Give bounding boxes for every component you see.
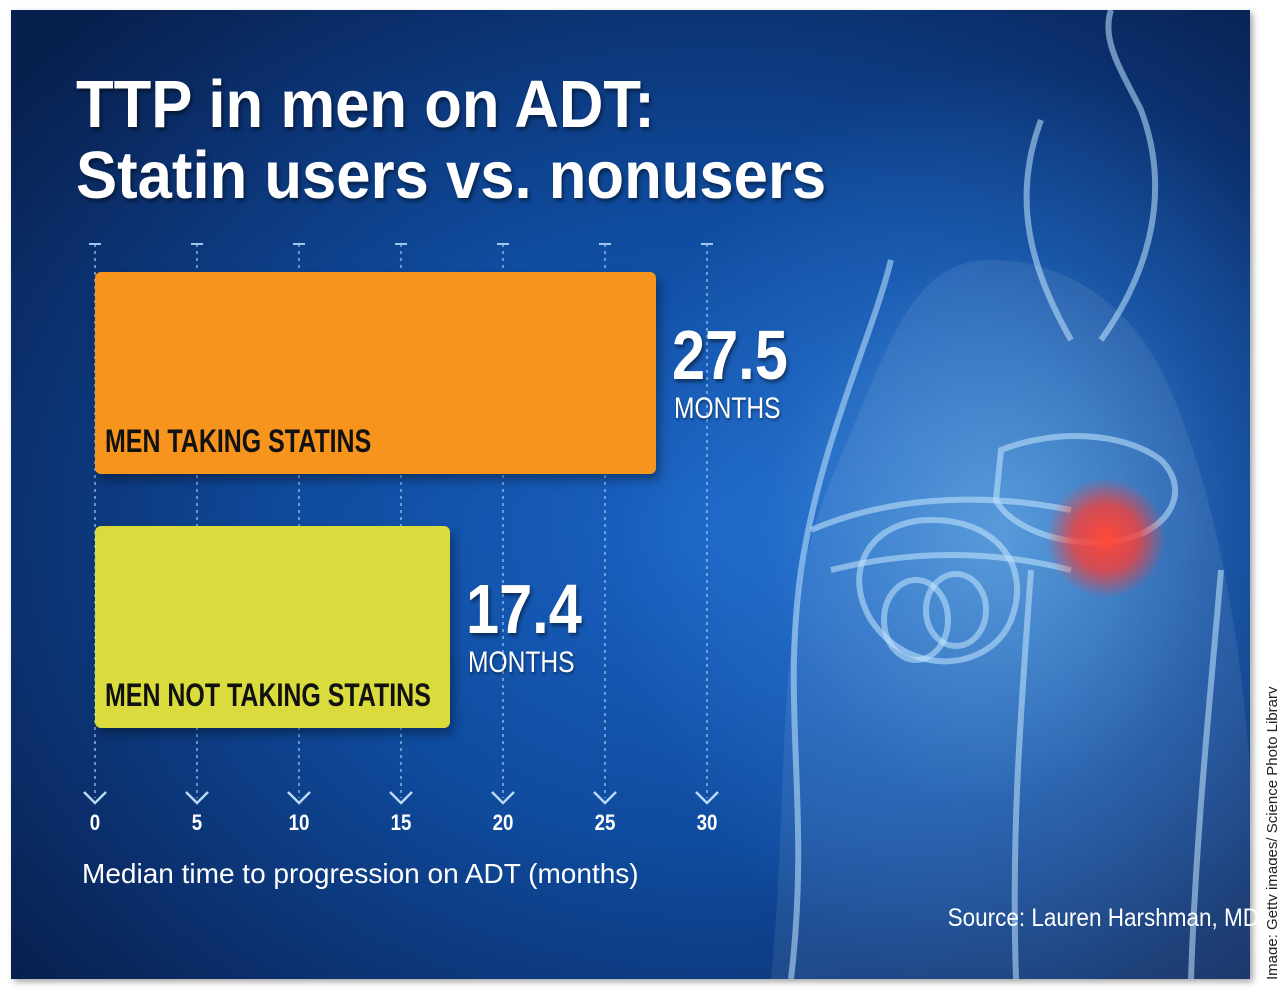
bar-label-men-taking-statins: MEN TAKING STATINS bbox=[105, 423, 372, 459]
x-tick-label-10: 10 bbox=[288, 810, 310, 835]
x-tick-label-20: 20 bbox=[492, 810, 514, 835]
data-label-men-not-taking-statins: 17.4 bbox=[465, 570, 582, 648]
bar-men-not-taking-statins: MEN NOT TAKING STATINS bbox=[95, 526, 450, 728]
data-unit-men-taking-statins: MONTHS bbox=[674, 392, 781, 425]
image-credit: Image: Getty images/ Science Photo Libra… bbox=[1264, 686, 1277, 980]
x-axis-label: Median time to progression on ADT (month… bbox=[82, 858, 639, 889]
x-tick-label-15: 15 bbox=[390, 810, 412, 835]
x-tick-label-30: 30 bbox=[696, 810, 718, 835]
data-unit-men-not-taking-statins: MONTHS bbox=[467, 646, 575, 679]
infographic-panel bbox=[11, 10, 1250, 979]
gridline-30 bbox=[695, 243, 719, 805]
source-credit: Source: Lauren Harshman, MD bbox=[947, 904, 1259, 932]
chart-title-line-1: TTP in men on ADT: bbox=[76, 67, 655, 142]
anatomy-illustration bbox=[771, 10, 1250, 979]
chart-title-line-2: Statin users vs. nonusers bbox=[76, 138, 827, 213]
bar-label-men-not-taking-statins: MEN NOT TAKING STATINS bbox=[105, 677, 431, 713]
x-tick-label-0: 0 bbox=[89, 810, 101, 835]
x-tick-label-5: 5 bbox=[191, 810, 203, 835]
x-tick-label-25: 25 bbox=[594, 810, 616, 835]
bar-men-taking-statins: MEN TAKING STATINS bbox=[95, 272, 656, 474]
data-label-men-taking-statins: 27.5 bbox=[672, 316, 788, 394]
